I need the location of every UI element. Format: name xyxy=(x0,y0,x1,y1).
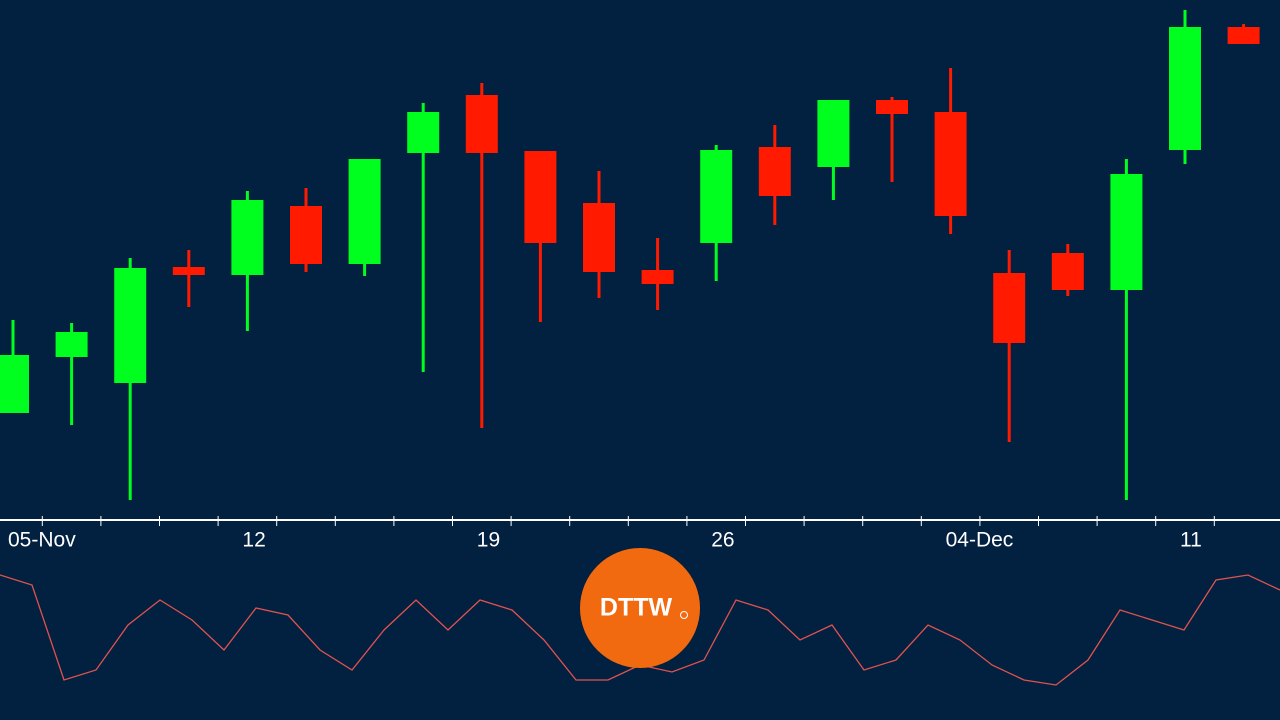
candle-body xyxy=(348,159,381,264)
x-tick-label: 11 xyxy=(1180,529,1202,552)
candle-body xyxy=(407,112,440,153)
candle-body xyxy=(0,355,29,413)
candle-body xyxy=(524,151,557,243)
x-tick-label: 19 xyxy=(477,529,500,552)
candle-body xyxy=(758,147,791,196)
candle-body xyxy=(583,203,615,272)
candle-body xyxy=(231,200,264,275)
x-tick-label: 05-Nov xyxy=(8,529,76,552)
candle-body xyxy=(700,150,733,243)
candle-body xyxy=(876,100,908,114)
candle-body xyxy=(817,100,850,167)
candle-body xyxy=(172,267,205,275)
candle-body xyxy=(55,332,88,357)
candle-body xyxy=(993,273,1026,343)
candle-body xyxy=(290,206,322,264)
logo: DTTW xyxy=(580,548,700,668)
candle-body xyxy=(114,268,147,383)
logo-circle xyxy=(580,548,700,668)
x-tick-label: 12 xyxy=(242,529,265,552)
logo-registered xyxy=(680,611,688,619)
candle-body xyxy=(465,95,498,153)
logo-text: DTTW xyxy=(600,594,673,622)
candle-body xyxy=(641,270,674,284)
candle-body xyxy=(934,112,967,216)
candle-body xyxy=(1051,253,1084,290)
x-tick-label: 04-Dec xyxy=(946,529,1014,552)
candle-body xyxy=(1110,174,1143,290)
x-tick-label: 26 xyxy=(711,529,734,552)
candle-body xyxy=(1227,27,1260,44)
candle-body xyxy=(1169,27,1201,150)
